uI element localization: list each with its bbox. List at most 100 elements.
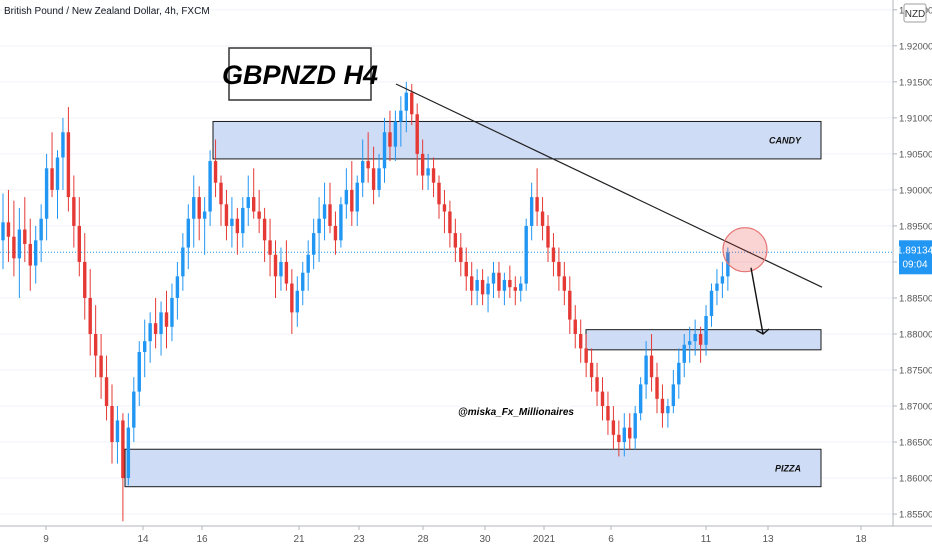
- candle-body: [393, 121, 398, 147]
- price-tag-box: [899, 240, 932, 275]
- candle-body: [682, 344, 686, 363]
- candle-body: [371, 168, 376, 190]
- candle-body: [170, 297, 174, 327]
- y-tick-label: 1.87000: [899, 402, 932, 413]
- candle-body: [442, 204, 447, 212]
- reversal-highlight-circle[interactable]: [722, 227, 768, 273]
- currency-badge-label: NZD: [905, 9, 926, 20]
- x-tick-label: 23: [353, 534, 365, 545]
- candle-body: [611, 420, 616, 435]
- candle-body: [453, 233, 458, 248]
- price-axis[interactable]: [893, 0, 932, 550]
- candle-body: [17, 229, 22, 259]
- candle-body: [660, 398, 665, 414]
- candle-body: [595, 377, 599, 392]
- candle-body: [399, 110, 403, 122]
- y-tick-label: 1.90500: [899, 149, 932, 160]
- candle-body: [720, 276, 725, 284]
- candle-body: [415, 114, 419, 154]
- candle-body: [235, 218, 240, 234]
- candle-body: [104, 377, 109, 407]
- zone-box[interactable]: [212, 120, 822, 160]
- candle-body: [121, 420, 125, 479]
- candle-body: [573, 319, 577, 334]
- candle-body: [311, 233, 316, 255]
- candle-body: [677, 362, 681, 385]
- candle-body: [508, 279, 512, 288]
- candle-body: [72, 197, 76, 226]
- candle-body: [600, 391, 605, 407]
- candle-body: [61, 132, 65, 158]
- candle-body: [726, 252, 730, 277]
- zone-box[interactable]: [124, 448, 822, 488]
- candle-body: [34, 240, 38, 266]
- candle-body: [246, 197, 250, 208]
- candle-body: [137, 351, 141, 392]
- x-tick-label: 6: [608, 534, 614, 545]
- candle-body: [551, 247, 556, 262]
- candle-body: [344, 189, 349, 205]
- candle-body: [715, 283, 719, 291]
- watermark-text: @miska_Fx_Millionaires: [458, 407, 574, 418]
- candle-body: [77, 225, 81, 262]
- x-tick-label: 21: [293, 534, 305, 545]
- candle-body: [666, 406, 670, 414]
- candle-body: [279, 261, 283, 277]
- y-tick-label: 1.85500: [899, 510, 932, 521]
- candle-body: [589, 362, 594, 378]
- candle-body: [524, 225, 528, 284]
- candle-body: [202, 211, 207, 219]
- x-tick-label: 11: [701, 534, 712, 545]
- candle-body: [688, 341, 692, 345]
- candle-body: [262, 218, 267, 241]
- y-tick-label: 1.86000: [899, 474, 932, 485]
- candle-body: [540, 211, 545, 226]
- candle-body: [257, 211, 261, 219]
- candle-body: [186, 218, 190, 248]
- candle-body: [388, 132, 392, 147]
- candle-body: [322, 204, 327, 219]
- candle-body: [404, 92, 408, 111]
- candle-body: [649, 355, 654, 378]
- candle-body: [431, 168, 436, 183]
- candle-body: [301, 272, 305, 291]
- currency-badge[interactable]: [903, 3, 927, 23]
- candle-body: [328, 204, 332, 226]
- candle-body: [579, 333, 583, 349]
- candle-body: [93, 333, 98, 356]
- candle-body: [181, 247, 185, 277]
- zone-label: PIZZA: [775, 463, 801, 473]
- x-tick-label: 28: [417, 534, 429, 545]
- candle-body: [628, 427, 632, 439]
- down-arrow[interactable]: [750, 267, 770, 335]
- candle-body: [502, 279, 507, 291]
- candle-body: [88, 297, 92, 334]
- zone-box[interactable]: [585, 329, 822, 351]
- candle-body: [568, 290, 572, 320]
- candle-body: [219, 182, 223, 205]
- candle-body: [377, 168, 381, 190]
- candle-body: [241, 207, 245, 234]
- candle-body: [175, 276, 180, 298]
- candle-body: [99, 355, 103, 378]
- candle-body: [671, 384, 676, 407]
- x-tick-label: 30: [479, 534, 491, 545]
- trendline[interactable]: [395, 83, 823, 288]
- supply-demand-zones: CANDY PIZZA: [124, 120, 822, 488]
- y-tick-label: 1.90000: [899, 185, 932, 196]
- candle-body: [475, 279, 479, 291]
- candle-body: [50, 168, 54, 190]
- candle-body: [126, 427, 131, 479]
- price-tag-price: 1.89134: [897, 245, 932, 256]
- candle-body: [562, 276, 567, 291]
- price-tag: 1.89134 09:04: [897, 240, 932, 275]
- candle-body: [268, 240, 272, 255]
- candles: [1, 81, 730, 522]
- candle-body: [230, 218, 234, 226]
- candle-body: [584, 348, 588, 363]
- candle-body: [224, 204, 229, 226]
- candle-body: [464, 261, 468, 277]
- candle-body: [655, 377, 659, 399]
